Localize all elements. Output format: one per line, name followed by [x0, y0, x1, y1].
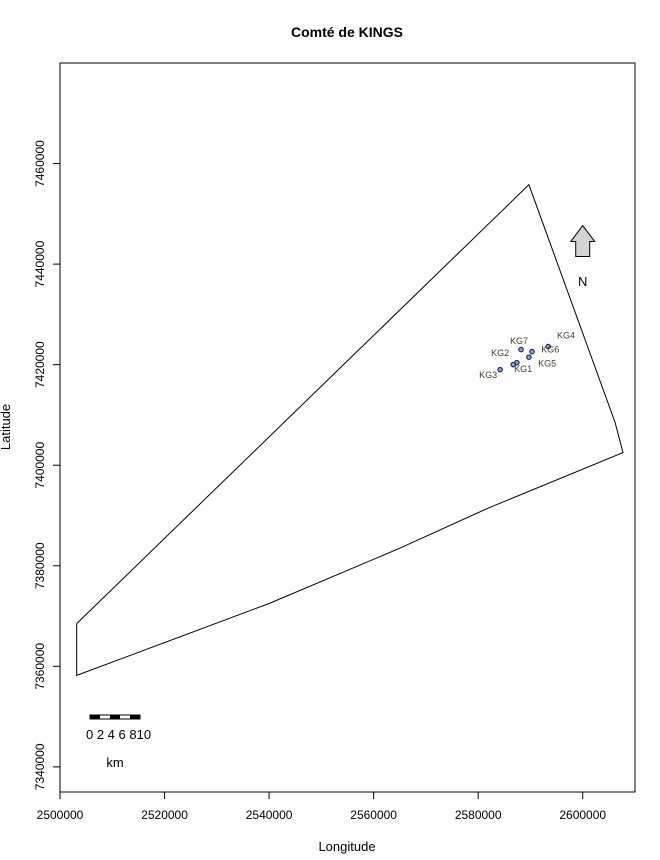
north-arrow-icon	[569, 224, 596, 258]
x-tick-label: 2600000	[559, 808, 606, 822]
site-label-kg4: KG4	[557, 331, 575, 341]
y-axis: 7340000 7360000 7380000 7400000 7420000 74400…	[33, 140, 61, 790]
scale-bar-labels: 0 2 4 6 810	[86, 727, 151, 742]
map-title: Comté de KINGS	[291, 24, 403, 40]
y-tick-label: 7340000	[33, 743, 47, 790]
site-point-kg5	[526, 354, 532, 360]
site-label-kg6: KG6	[541, 345, 559, 355]
y-tick-label: 7360000	[33, 643, 47, 690]
site-point-kg2	[510, 361, 517, 368]
north-label: N	[578, 274, 587, 289]
y-tick-label: 7460000	[33, 140, 47, 187]
plot-frame	[59, 62, 636, 793]
site-labels: KG1 KG2 KG3 KG4 KG5 KG6 KG7	[479, 331, 575, 381]
scale-bar: 0 2 4 6 810 km	[86, 714, 151, 770]
county-outline	[76, 183, 624, 677]
y-tick-label: 7440000	[33, 240, 47, 287]
y-tick-label: 7380000	[33, 542, 47, 589]
x-tick-label: 2500000	[37, 808, 84, 822]
y-tick-label: 7400000	[33, 442, 47, 489]
site-point-kg7	[518, 346, 524, 353]
site-label-kg5: KG5	[538, 359, 556, 369]
scale-bar-segment	[110, 715, 120, 719]
site-points	[497, 343, 552, 373]
x-tick-label: 2560000	[350, 808, 397, 822]
site-label-kg7: KG7	[510, 336, 528, 346]
north-arrow: N	[569, 224, 596, 289]
county-boundary	[76, 183, 624, 677]
x-tick-label: 2520000	[141, 808, 188, 822]
site-label-kg3: KG3	[479, 370, 497, 380]
x-axis: 2500000 2520000 2540000 2560000 2580000 26000…	[37, 791, 606, 822]
y-tick-label: 7420000	[33, 341, 47, 388]
site-label-kg1: KG1	[514, 364, 532, 374]
scale-bar-segment	[90, 715, 100, 719]
site-label-kg2: KG2	[491, 348, 509, 358]
site-point-kg4	[545, 343, 552, 350]
x-axis-title: Longitude	[318, 839, 375, 854]
y-axis-title: Latitude	[0, 404, 13, 450]
scale-bar-segment	[130, 715, 140, 719]
site-point-kg3	[497, 366, 503, 373]
x-tick-label: 2580000	[455, 808, 502, 822]
site-point-kg6	[529, 348, 535, 355]
scale-bar-unit: km	[106, 755, 123, 770]
x-tick-label: 2540000	[246, 808, 293, 822]
